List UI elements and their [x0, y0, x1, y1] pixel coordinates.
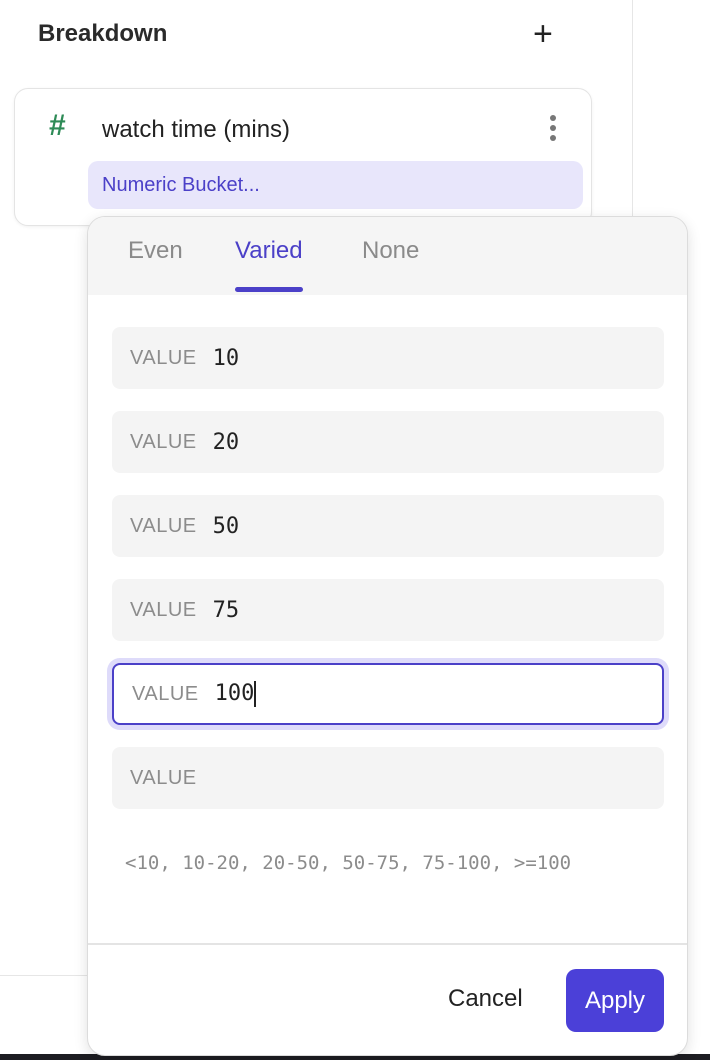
- tab-none[interactable]: None: [362, 237, 420, 264]
- bucket-value-input-empty[interactable]: VALUE: [112, 747, 664, 809]
- bucket-value-input[interactable]: VALUE 75: [112, 579, 664, 641]
- field-name: watch time (mins): [102, 116, 291, 143]
- bucket-popup: Even Varied None VALUE 10 VALUE 20 VALUE 50…: [87, 216, 688, 1056]
- bucket-value-input[interactable]: VALUE 20: [112, 411, 664, 473]
- bucket-value-input-focused[interactable]: VALUE 100: [112, 663, 664, 725]
- cancel-button[interactable]: Cancel: [448, 985, 523, 1012]
- bucket-tabs: Even Varied None: [88, 217, 687, 295]
- tab-even[interactable]: Even: [128, 237, 183, 264]
- bucket-summary: <10, 10-20, 20-50, 50-75, 75-100, >=100: [125, 852, 572, 874]
- breakdown-item-card: # watch time (mins) Numeric Bucket...: [14, 88, 592, 226]
- bucket-value-input[interactable]: VALUE 10: [112, 327, 664, 389]
- bucket-value-input[interactable]: VALUE 50: [112, 495, 664, 557]
- section-title: Breakdown: [38, 20, 168, 47]
- tab-varied[interactable]: Varied: [235, 237, 303, 292]
- footer-divider: [88, 943, 687, 945]
- window-edge: [0, 1054, 710, 1060]
- add-breakdown-button[interactable]: +: [533, 15, 553, 53]
- more-options-icon[interactable]: [545, 115, 561, 145]
- section-divider: [0, 975, 90, 976]
- apply-button[interactable]: Apply: [566, 969, 664, 1032]
- numeric-field-icon: #: [49, 109, 66, 142]
- numeric-bucket-button[interactable]: Numeric Bucket...: [88, 161, 583, 209]
